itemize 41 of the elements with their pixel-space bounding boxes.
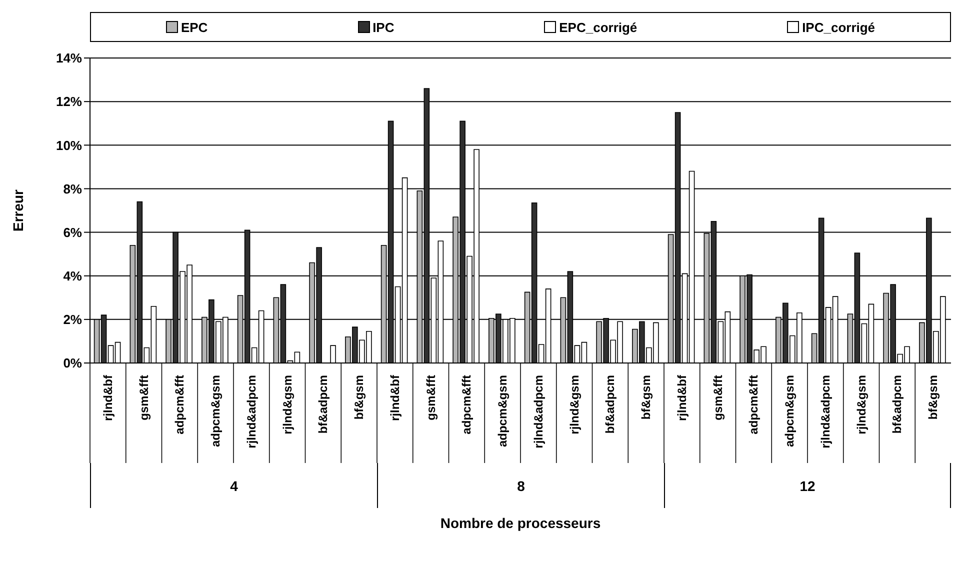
x-tick-label: gsm&fft	[710, 374, 725, 420]
x-tick-label: gsm&fft	[424, 374, 438, 420]
y-tick-label: 2%	[63, 312, 82, 328]
x-axis-title: Nombre de processeurs	[439, 515, 602, 531]
x-tick-label: bf&gsm	[639, 375, 654, 420]
y-tick-label: 8%	[63, 181, 82, 196]
x-tick-label: rjlnd&gsm	[280, 375, 294, 434]
x-tick-label: adpcm&gsm	[782, 375, 797, 448]
x-tick-label: adpcm&fft	[460, 375, 474, 434]
y-tick-label: 12%	[56, 94, 82, 110]
legend-label: IPC	[372, 20, 394, 34]
y-axis-title: Erreur	[10, 188, 26, 232]
x-tick-label: rjlnd&bf	[100, 374, 115, 421]
x-tick-label: gsm&fft	[136, 374, 151, 420]
x-tick-label: adpcm&gsm	[496, 375, 510, 448]
y-tick-label: 4%	[63, 268, 82, 284]
y-tick-label: 14%	[56, 50, 82, 66]
x-tick-label: bf&gsm	[352, 375, 366, 420]
x-tick-label: bf&adpcm	[316, 375, 330, 434]
x-tick-label: rjlnd&adpcm	[818, 375, 832, 448]
x-tick-label: bf&adpcm	[603, 375, 618, 434]
x-tick-label: adpcm&fft	[746, 375, 761, 434]
legend-label: EPC_corrigé	[559, 20, 638, 34]
x-tick-label: adpcm&gsm	[208, 375, 223, 448]
x-tick-label: bf&adpcm	[890, 375, 904, 434]
x-tick-label: rjlnd&adpcm	[531, 375, 546, 448]
x-tick-label: adpcm&fft	[172, 375, 187, 434]
legend-label: EPC	[180, 20, 208, 34]
legend-label: IPC_corrigé	[802, 20, 876, 34]
text: 12	[664, 463, 951, 508]
x-tick-label: rjlnd&bf	[674, 374, 689, 421]
text: 4	[90, 463, 377, 508]
y-tick-label: 0%	[63, 356, 82, 371]
y-tick-label: 6%	[63, 224, 82, 240]
x-tick-label: rjlnd&gsm	[567, 375, 582, 434]
text: 8	[377, 463, 664, 508]
y-tick-label: 10%	[56, 138, 82, 153]
x-tick-label: rjlnd&bf	[388, 374, 402, 421]
x-tick-label: bf&gsm	[926, 375, 940, 420]
x-tick-label: rjlnd&gsm	[854, 375, 868, 434]
x-tick-label: rjlnd&adpcm	[244, 375, 258, 448]
